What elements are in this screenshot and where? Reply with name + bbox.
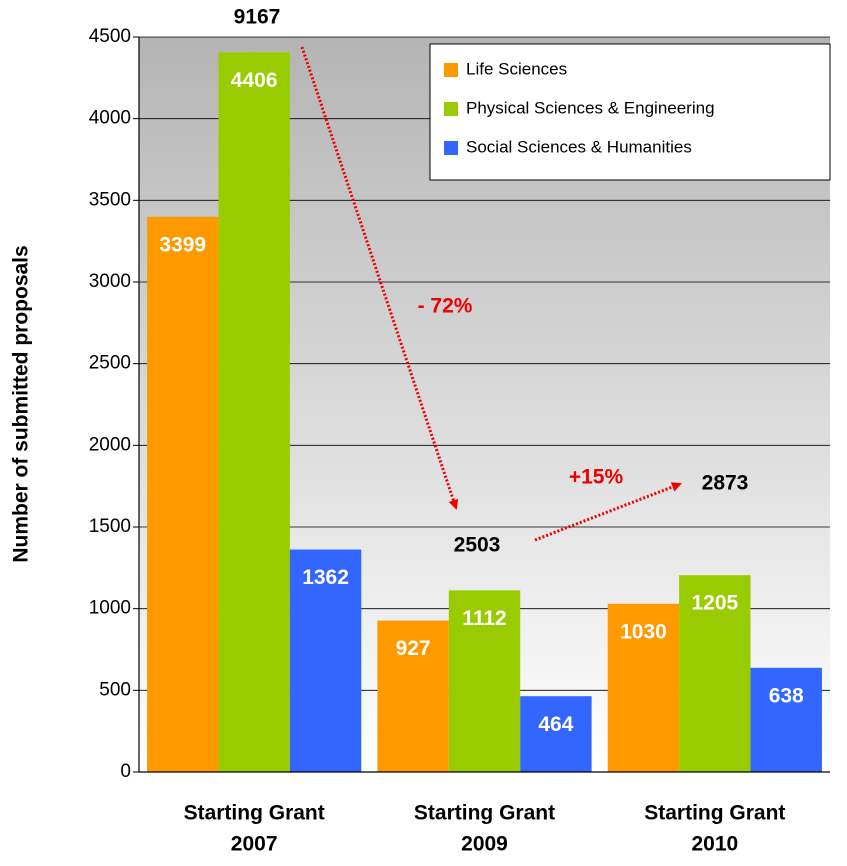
- x-tick-label: Starting Grant: [414, 802, 555, 825]
- value-label: 638: [769, 684, 804, 707]
- y-tick-label: 2000: [89, 434, 131, 455]
- bar: [289, 549, 362, 772]
- y-tick-label: 0: [120, 761, 131, 782]
- y-tick-label: 4500: [89, 26, 131, 47]
- bar: [679, 575, 751, 772]
- value-label: 927: [396, 637, 431, 660]
- x-tick-label: 2009: [461, 833, 508, 856]
- bar: [448, 590, 521, 772]
- y-tick-label: 2500: [89, 353, 131, 374]
- total-label: 9167: [234, 6, 281, 29]
- value-label: 1362: [302, 566, 349, 589]
- bar: [218, 52, 290, 772]
- y-axis-label: Number of submitted proposals: [10, 245, 33, 562]
- value-label: 4406: [231, 69, 278, 92]
- bar: [147, 216, 219, 772]
- total-label: 2873: [702, 472, 749, 495]
- legend-label: Social Sciences & Humanities: [466, 137, 692, 156]
- y-tick-label: 1000: [89, 598, 131, 619]
- value-label: 1205: [691, 592, 738, 615]
- y-tick-label: 4000: [89, 108, 131, 129]
- total-label: 2503: [454, 534, 501, 557]
- legend-label: Life Sciences: [466, 59, 567, 78]
- value-label: 464: [538, 713, 573, 736]
- y-tick-label: 1500: [89, 516, 131, 537]
- value-label: 3399: [159, 233, 206, 256]
- value-label: 1030: [620, 620, 667, 643]
- y-tick-label: 3500: [89, 189, 131, 210]
- value-label: 1112: [462, 607, 506, 630]
- legend-marker: [444, 141, 458, 155]
- x-tick-label: Starting Grant: [644, 802, 785, 825]
- bar: [377, 620, 449, 772]
- legend: [429, 43, 831, 181]
- x-tick-label: 2010: [691, 833, 738, 856]
- bar: [607, 603, 680, 772]
- legend-marker: [444, 102, 458, 116]
- bar: [520, 696, 592, 772]
- arrow: [300, 46, 459, 510]
- x-tick-label: Starting Grant: [184, 802, 325, 825]
- y-tick-label: 3000: [89, 271, 131, 292]
- arrow: [534, 482, 682, 542]
- y-tick-label: 500: [99, 679, 131, 700]
- annotation: - 72%: [418, 295, 473, 318]
- bar: [750, 667, 822, 772]
- legend-label: Physical Sciences & Engineering: [466, 98, 715, 117]
- annotation: +15%: [569, 466, 624, 489]
- x-tick-label: 2007: [231, 833, 278, 856]
- legend-marker: [444, 63, 458, 77]
